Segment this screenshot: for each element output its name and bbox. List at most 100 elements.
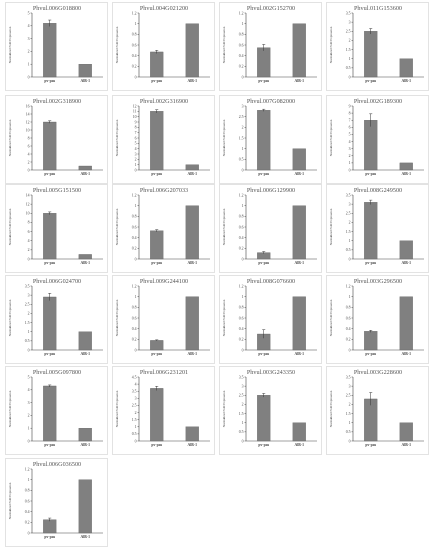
y-tick-label: 2.5 <box>25 303 30 307</box>
y-tick-label: 1 <box>135 204 137 208</box>
bar <box>43 213 57 260</box>
y-tick-label: 3.5 <box>239 375 244 379</box>
y-axis-label: Normalized Fold Expression <box>222 390 226 427</box>
y-tick-label: 1.5 <box>25 321 30 325</box>
bar <box>150 230 164 260</box>
chart-panel: Phvul.009G244100 Normalized Fold Expressi… <box>112 275 215 364</box>
y-tick-label: 0.4 <box>25 510 30 514</box>
y-tick-label: 6 <box>28 230 30 234</box>
panel-border <box>112 2 215 91</box>
y-axis-label: Normalized Fold Expression <box>329 299 333 336</box>
bar <box>43 23 57 78</box>
chart-panel: Phvul.006G018800 Normalized Fold Expressi… <box>5 2 108 91</box>
y-tick-label: 1.5 <box>239 136 244 140</box>
y-tick-label: 0.4 <box>132 236 137 240</box>
y-tick-label: 1 <box>242 421 244 425</box>
bar <box>78 479 92 534</box>
y-tick-label: 1 <box>242 204 244 208</box>
y-tick-label: 0.2 <box>346 338 351 342</box>
y-tick-label: 0.2 <box>132 65 137 69</box>
y-tick-label: 2 <box>28 414 30 418</box>
y-tick-label: 2.5 <box>346 212 351 216</box>
y-tick-label: 3.5 <box>346 375 351 379</box>
chart-panel: Phvul.007G082000 Normalized Fold Expressi… <box>219 95 322 184</box>
chart-panel: Phvul.006G207033 Normalized Fold Expressi… <box>112 184 215 273</box>
chart-title: Phvul.006G018800 <box>33 5 81 12</box>
chart-title: Phvul.002G316900 <box>140 98 188 105</box>
y-tick-label: 8 <box>349 111 351 115</box>
bar <box>364 202 378 260</box>
bar <box>78 428 92 442</box>
chart-panel: Phvul.006G036500 Normalized Fold Expressi… <box>5 458 108 547</box>
y-tick-label: 0.8 <box>25 489 30 493</box>
x-tick-label: AlB-1 <box>402 261 412 265</box>
y-tick-label: 1.5 <box>346 412 351 416</box>
y-tick-label: 2 <box>349 154 351 158</box>
chart-title: Phvul.006G207033 <box>140 187 188 194</box>
y-tick-label: 4.5 <box>132 375 137 379</box>
y-tick-label: 0.2 <box>132 338 137 342</box>
y-axis-label: Normalized Fold Expression <box>115 119 119 156</box>
y-tick-label: 2 <box>135 158 137 162</box>
y-axis-label: Normalized Fold Expression <box>115 390 119 427</box>
y-tick-label: 4 <box>28 388 30 392</box>
y-axis-label: Normalized Fold Expression <box>222 208 226 245</box>
y-tick-label: 1 <box>135 163 137 167</box>
y-axis-label: Normalized Fold Expression <box>222 299 226 336</box>
chart-panel: Phvul.002G318900 Normalized Fold Expressi… <box>5 95 108 184</box>
y-tick-label: 6 <box>28 144 30 148</box>
y-tick-label: 0 <box>135 75 137 79</box>
bar <box>78 331 92 351</box>
bar <box>364 31 378 78</box>
bar <box>185 205 199 260</box>
bar <box>43 121 57 171</box>
chart-title: Phvul.003G243350 <box>247 369 295 376</box>
y-tick-label: 12 <box>26 202 30 206</box>
y-tick-label: 3.5 <box>132 390 137 394</box>
y-tick-label: 0 <box>242 75 244 79</box>
x-tick-label: pv-pas <box>44 172 55 176</box>
y-tick-label: 0 <box>349 168 351 172</box>
x-tick-label: pv-pas <box>44 535 55 539</box>
bar <box>150 340 164 351</box>
chart-panel: Phvul.003G296500 Normalized Fold Expressi… <box>326 275 429 364</box>
x-tick-label: pv-pas <box>365 261 376 265</box>
y-tick-label: 2 <box>242 126 244 130</box>
chart-title: Phvul.007G082000 <box>247 98 295 105</box>
y-tick-label: 4 <box>28 239 30 243</box>
y-axis-label: Normalized Fold Expression <box>8 299 12 336</box>
y-tick-label: 3 <box>135 397 137 401</box>
y-tick-label: 1.2 <box>132 193 137 197</box>
chart-title: Phvul.003G296500 <box>354 278 402 285</box>
y-tick-label: 1 <box>135 425 137 429</box>
chart-title: Phvul.009G244100 <box>140 278 188 285</box>
y-tick-label: 0.8 <box>346 306 351 310</box>
y-tick-label: 1.2 <box>25 467 30 471</box>
y-axis-label: Normalized Fold Expression <box>8 482 12 519</box>
x-tick-label: AlB-1 <box>402 79 412 83</box>
y-tick-label: 0.8 <box>239 215 244 219</box>
y-tick-label: 1.5 <box>346 48 351 52</box>
panel-border <box>219 95 322 184</box>
y-tick-label: 1 <box>242 22 244 26</box>
y-tick-label: 1 <box>28 63 30 67</box>
y-tick-label: 3 <box>349 20 351 24</box>
y-tick-label: 11 <box>133 110 137 114</box>
y-tick-label: 0 <box>28 531 30 535</box>
x-tick-label: AlB-1 <box>188 79 198 83</box>
y-tick-label: 0.6 <box>239 316 244 320</box>
y-tick-label: 3.5 <box>25 284 30 288</box>
y-tick-label: 7 <box>349 119 351 123</box>
y-tick-label: 0.4 <box>239 54 244 58</box>
y-tick-label: 12 <box>26 120 30 124</box>
panel-border <box>326 2 429 91</box>
bar <box>292 296 306 351</box>
y-tick-label: 14 <box>26 112 30 116</box>
x-tick-label: AlB-1 <box>402 443 412 447</box>
x-tick-label: AlB-1 <box>295 352 305 356</box>
y-tick-label: 0 <box>28 348 30 352</box>
chart-panel: Phvul.003G243350 Normalized Fold Expressi… <box>219 366 322 455</box>
y-tick-label: 0 <box>349 439 351 443</box>
x-tick-label: pv-pas <box>365 443 376 447</box>
y-tick-label: 0.8 <box>239 33 244 37</box>
